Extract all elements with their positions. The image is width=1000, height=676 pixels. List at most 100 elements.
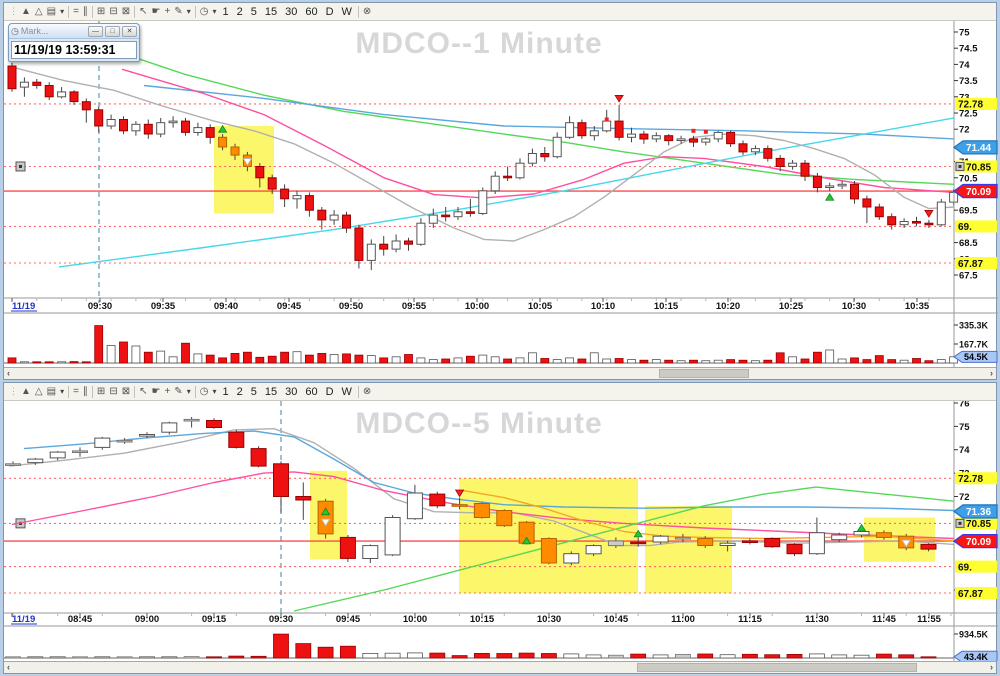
chart-panel-5min: ⋮ ▲ △ ▤ ▾ = ∥ ⊞ ⊟ ⊠ ↖ ☛ + ✎ ▾ ◷ ▾ 1 2 5 …: [3, 382, 998, 674]
candlestick-chart-5min[interactable]: 76757473726872.7870.8569.67.8771.3670.09…: [4, 401, 998, 661]
tile-windows-icon[interactable]: ⊞: [96, 386, 106, 397]
horizontal-lines-icon[interactable]: =: [73, 6, 79, 17]
svg-text:09:35: 09:35: [151, 301, 176, 312]
toolbar-separator: [194, 5, 196, 18]
svg-text:11/19: 11/19: [12, 614, 35, 625]
scroll-right-icon[interactable]: ›: [990, 368, 993, 378]
svg-text:09:45: 09:45: [277, 301, 302, 312]
svg-text:10:15: 10:15: [470, 614, 495, 625]
crosshair-tool-icon[interactable]: +: [164, 386, 171, 397]
interval-60min-button[interactable]: 60: [305, 385, 318, 398]
scrollbar-thumb[interactable]: [659, 369, 749, 378]
time-interval-icon[interactable]: ◷: [199, 6, 209, 17]
svg-text:335.3K: 335.3K: [959, 321, 989, 331]
toolbar-separator: [134, 385, 136, 398]
popup-minimize-button[interactable]: —: [88, 25, 103, 37]
toolbar-grip-icon[interactable]: ⋮: [9, 6, 18, 16]
split-window-icon[interactable]: ⊠: [121, 386, 131, 397]
scroll-left-icon[interactable]: ‹: [7, 662, 10, 672]
interval-30min-button[interactable]: 30: [285, 5, 298, 18]
interval-15min-button[interactable]: 15: [264, 385, 278, 398]
draw-tool-icon[interactable]: ✎: [174, 386, 183, 397]
horizontal-scrollbar[interactable]: ‹ ›: [4, 367, 996, 379]
bar-chart-icon[interactable]: ▤: [46, 6, 57, 17]
horizontal-scrollbar[interactable]: ‹ ›: [4, 661, 996, 673]
scroll-right-icon[interactable]: ›: [990, 662, 993, 672]
crosshair-tool-icon[interactable]: +: [164, 6, 171, 17]
chart-area-1min[interactable]: MDCO--1 Minute 7574.57473.57372.5727170.…: [4, 21, 998, 367]
svg-text:75: 75: [959, 28, 970, 39]
interval-2min-button[interactable]: 2: [236, 5, 243, 18]
toolbar-grip-icon[interactable]: ⋮: [9, 386, 18, 396]
svg-text:167.7K: 167.7K: [959, 339, 989, 349]
candlestick-chart-1min[interactable]: 7574.57473.57372.5727170.569.568.56867.5…: [4, 21, 998, 367]
toolbar-separator: [357, 5, 359, 18]
cursor-tool-icon[interactable]: ↖: [139, 6, 148, 17]
interval-day-button[interactable]: D: [325, 5, 334, 18]
cascade-windows-icon[interactable]: ⊟: [109, 6, 118, 17]
interval-1min-button[interactable]: 1: [222, 385, 229, 398]
chart-toolbar: ⋮ ▲ △ ▤ ▾ = ∥ ⊞ ⊟ ⊠ ↖ ☛ + ✎ ▾ ◷ ▾ 1 2 5 …: [4, 3, 996, 21]
vertical-lines-icon[interactable]: ∥: [82, 386, 88, 397]
svg-text:67.87: 67.87: [958, 259, 983, 270]
popup-titlebar[interactable]: ◷ Mark... — □ ✕: [9, 24, 139, 39]
chart-type-dropdown-icon[interactable]: ▾: [60, 7, 65, 16]
horizontal-lines-icon[interactable]: =: [73, 386, 79, 397]
draw-tool-icon[interactable]: ✎: [174, 6, 183, 17]
interval-5min-button[interactable]: 5: [250, 385, 257, 398]
mark-time-popup[interactable]: ◷ Mark... — □ ✕ 11/19/19 13:59:31: [8, 23, 140, 62]
svg-text:72.5: 72.5: [959, 109, 978, 120]
svg-text:10:45: 10:45: [604, 614, 629, 625]
split-window-icon[interactable]: ⊠: [121, 6, 131, 17]
svg-text:09:55: 09:55: [402, 301, 427, 312]
mark-time-input[interactable]: 11/19/19 13:59:31: [11, 41, 137, 59]
toolbar-separator: [194, 385, 196, 398]
area-chart-icon[interactable]: ▲: [21, 6, 31, 17]
hand-tool-icon[interactable]: ☛: [151, 6, 161, 17]
close-studies-icon[interactable]: ⊗: [362, 6, 372, 17]
cascade-windows-icon[interactable]: ⊟: [109, 386, 118, 397]
cursor-tool-icon[interactable]: ↖: [139, 386, 148, 397]
hand-tool-icon[interactable]: ☛: [151, 386, 161, 397]
interval-day-button[interactable]: D: [325, 385, 334, 398]
interval-30min-button[interactable]: 30: [285, 385, 298, 398]
svg-text:11/19: 11/19: [12, 301, 35, 312]
vertical-lines-icon[interactable]: ∥: [82, 6, 88, 17]
tile-windows-icon[interactable]: ⊞: [96, 6, 106, 17]
bar-chart-icon[interactable]: ▤: [46, 386, 57, 397]
interval-1min-button[interactable]: 1: [222, 5, 229, 18]
scroll-left-icon[interactable]: ‹: [7, 368, 10, 378]
svg-text:72: 72: [959, 125, 970, 136]
svg-text:69.5: 69.5: [959, 206, 978, 217]
svg-text:67.87: 67.87: [958, 589, 983, 600]
area-chart-icon[interactable]: ▲: [21, 386, 31, 397]
time-interval-dropdown-icon[interactable]: ▾: [212, 7, 217, 16]
interval-5min-button[interactable]: 5: [250, 5, 257, 18]
chart-area-5min[interactable]: MDCO--5 Minute 76757473726872.7870.8569.…: [4, 401, 998, 661]
interval-60min-button[interactable]: 60: [305, 5, 318, 18]
svg-text:74: 74: [959, 445, 970, 456]
svg-text:67.5: 67.5: [959, 271, 978, 282]
time-interval-dropdown-icon[interactable]: ▾: [212, 387, 217, 396]
close-studies-icon[interactable]: ⊗: [362, 386, 372, 397]
svg-text:934.5K: 934.5K: [959, 630, 989, 640]
scrollbar-thumb[interactable]: [637, 663, 917, 672]
svg-text:09:15: 09:15: [202, 614, 227, 625]
time-interval-icon[interactable]: ◷: [199, 386, 209, 397]
interval-week-button[interactable]: W: [341, 5, 352, 18]
svg-text:09:00: 09:00: [135, 614, 159, 625]
interval-2min-button[interactable]: 2: [236, 385, 243, 398]
popup-close-button[interactable]: ✕: [122, 25, 137, 37]
popup-restore-button[interactable]: □: [105, 25, 120, 37]
line-chart-icon[interactable]: △: [34, 386, 43, 397]
line-chart-icon[interactable]: △: [34, 6, 43, 17]
chart-layers: 76757473726872.7870.8569.67.8771.3670.09…: [4, 401, 998, 661]
chart-type-dropdown-icon[interactable]: ▾: [60, 387, 65, 396]
chart-title-watermark: MDCO--1 Minute: [355, 27, 603, 60]
interval-15min-button[interactable]: 15: [264, 5, 278, 18]
interval-week-button[interactable]: W: [341, 385, 352, 398]
toolbar-separator: [68, 5, 70, 18]
draw-tool-dropdown-icon[interactable]: ▾: [186, 387, 191, 396]
draw-tool-dropdown-icon[interactable]: ▾: [186, 7, 191, 16]
svg-text:70.09: 70.09: [966, 187, 991, 198]
